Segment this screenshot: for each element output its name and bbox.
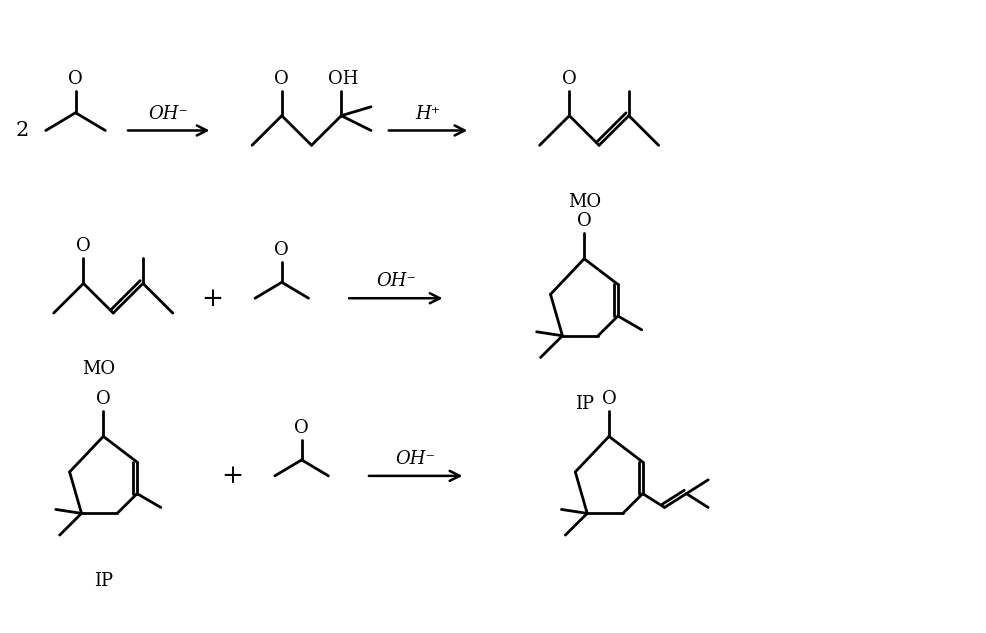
Text: OH: OH [328,70,359,87]
Text: IP: IP [575,395,594,413]
Text: O: O [96,390,110,408]
Text: H⁺: H⁺ [415,104,441,123]
Text: O: O [274,241,289,260]
Text: O: O [68,70,83,87]
Text: OH⁻: OH⁻ [395,450,436,468]
Text: OH⁻: OH⁻ [149,104,188,123]
Text: O: O [577,212,592,230]
Text: +: + [221,463,244,489]
Text: IP: IP [94,572,112,591]
Text: +: + [201,285,224,311]
Text: 2: 2 [16,121,29,140]
Text: O: O [562,70,577,87]
Text: O: O [76,237,91,255]
Text: OH⁻: OH⁻ [376,272,416,291]
Text: MO: MO [568,192,600,211]
Text: MO: MO [82,360,115,379]
Text: O: O [274,70,289,87]
Text: O: O [294,419,309,437]
Text: O: O [601,390,616,408]
